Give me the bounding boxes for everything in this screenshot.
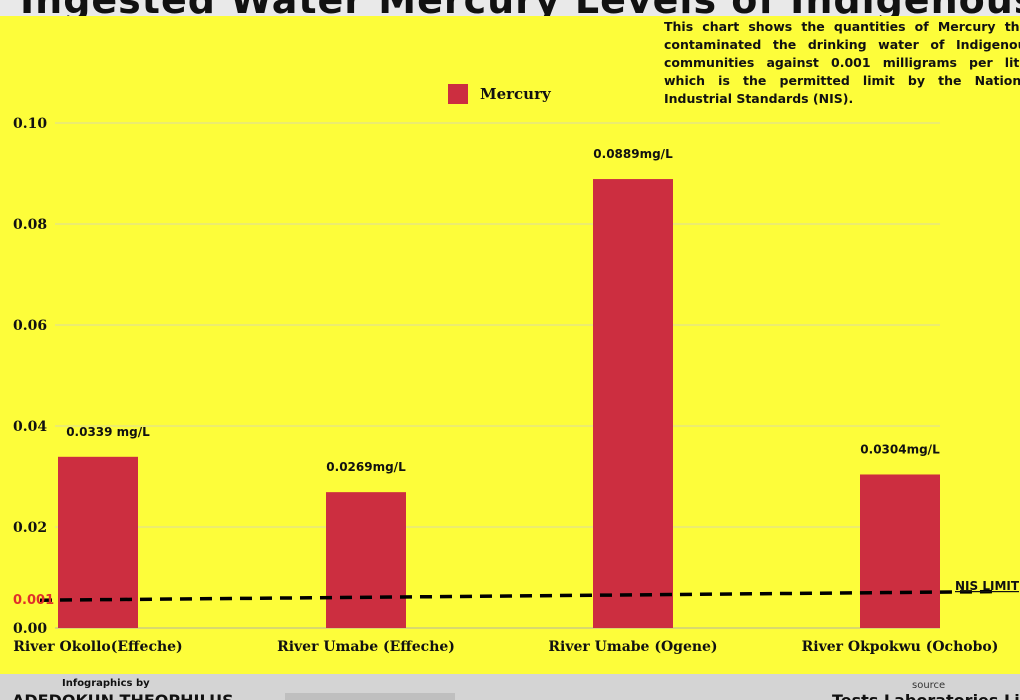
nis-limit-tick-label: 0.001 <box>13 593 54 608</box>
legend: Mercury <box>448 84 551 104</box>
bar <box>58 456 138 628</box>
data-label: 0.0889mg/L <box>593 147 673 161</box>
bar <box>326 492 406 628</box>
y-tick-label: 0.10 <box>13 116 47 132</box>
partner-logo <box>285 693 455 700</box>
data-label: 0.0339 mg/L <box>66 425 150 439</box>
x-tick-label: River Umabe (Ogene) <box>548 639 717 655</box>
credit-label: Infographics by <box>62 678 150 689</box>
x-tick-label: River Okollo(Effeche) <box>13 639 182 655</box>
y-tick-label: 0.06 <box>13 318 47 334</box>
source-label: source <box>912 680 946 691</box>
data-label: 0.0304mg/L <box>860 442 940 456</box>
nis-limit-line <box>39 589 993 602</box>
title-bar: Ingested Water Mercury Levels of Indigen… <box>0 0 1020 16</box>
chart-title: Ingested Water Mercury Levels of Indigen… <box>20 0 1020 16</box>
bar-chart: 0.00 0.02 0.04 0.06 0.08 0.10 0.0339 mg/L River… <box>13 116 1020 655</box>
x-tick-label: River Umabe (Effeche) <box>277 639 455 655</box>
legend-swatch <box>448 84 468 104</box>
y-tick-label: 0.04 <box>13 419 47 435</box>
footer-middle-text: ... <box>540 691 554 700</box>
y-tick-label: 0.02 <box>13 520 47 536</box>
legend-label: Mercury <box>480 85 551 103</box>
bar <box>593 179 673 628</box>
chart-description: This chart shows the quantities of Mercu… <box>664 19 1020 106</box>
bar <box>860 474 940 628</box>
data-label: 0.0269mg/L <box>326 460 406 474</box>
author-name: ADEDOKUN THEOPHILUS <box>12 691 234 700</box>
footer: Infographics by ADEDOKUN THEOPHILUS ... … <box>0 674 1020 700</box>
y-tick-label: 0.00 <box>13 621 47 637</box>
nis-limit-label: NIS LIMIT <box>955 579 1020 593</box>
y-tick-label: 0.08 <box>13 217 47 233</box>
source-name: Tests Laboratories Limit... <box>832 691 1020 700</box>
x-tick-label: River Okpokwu (Ochobo) <box>802 639 999 655</box>
